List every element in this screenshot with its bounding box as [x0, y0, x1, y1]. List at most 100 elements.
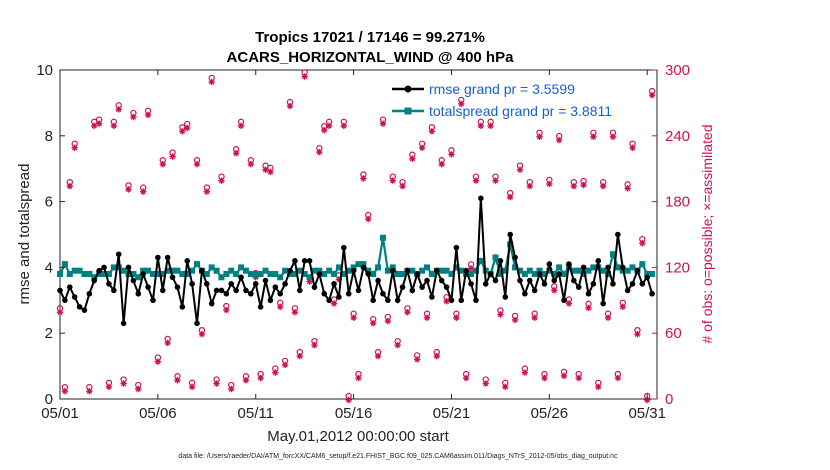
obs-assimilated-stroke	[57, 309, 63, 315]
obs-assimilated-marker	[506, 193, 514, 201]
rmse-point	[120, 320, 127, 327]
y-left-tick-label: 0	[45, 391, 53, 408]
totalspread-point	[286, 270, 293, 277]
obs-assimilated-marker	[624, 185, 631, 192]
obs-assimilated-stroke	[561, 373, 567, 379]
totalspread-point	[76, 267, 83, 274]
totalspread-point	[272, 270, 279, 277]
y-left-tick-label: 2	[45, 325, 53, 342]
rmse-point	[546, 261, 553, 267]
rmse-point	[350, 267, 357, 274]
totalspread-point	[424, 264, 431, 271]
rmse-point	[649, 290, 655, 297]
chart-title-line-1: Tropics 17021 / 17146 = 99.271%	[255, 29, 485, 46]
obs-assimilated-stroke	[585, 305, 592, 311]
obs-assimilated-stroke	[531, 315, 538, 321]
obs-assimilated-stroke	[67, 183, 73, 189]
rmse-point	[199, 267, 205, 274]
totalspread-point	[644, 270, 651, 277]
rmse-point	[360, 264, 367, 271]
rmse-point	[336, 294, 342, 300]
obs-assimilated-marker	[301, 73, 308, 80]
rmse-point	[487, 271, 494, 277]
obs-assimilated-marker	[648, 91, 656, 99]
rmse-point	[292, 258, 298, 264]
rmse-point	[277, 290, 284, 297]
obs-assimilated-marker	[193, 161, 201, 168]
rmse-point	[443, 284, 450, 290]
rmse-point	[610, 281, 616, 287]
rmse-point	[389, 267, 396, 274]
obs-assimilated-stroke	[615, 375, 621, 381]
obs-assimilated-marker	[360, 175, 367, 182]
rmse-point	[179, 304, 186, 310]
obs-assimilated-stroke	[331, 300, 337, 307]
totalspread-point	[223, 270, 230, 277]
totalspread-point	[570, 267, 577, 274]
rmse-point	[81, 307, 88, 313]
legend-rmse-marker	[404, 85, 412, 93]
rmse-point	[536, 271, 543, 277]
obs-assimilated-marker	[536, 133, 543, 140]
y-right-tick-label: 120	[665, 259, 690, 276]
obs-assimilated-stroke	[179, 128, 186, 135]
obs-assimilated-stroke	[566, 300, 572, 307]
totalspread-point	[639, 261, 646, 268]
rmse-point	[419, 284, 425, 290]
totalspread-point	[267, 270, 274, 277]
rmse-point	[331, 281, 337, 287]
obs-assimilated-marker	[546, 180, 553, 188]
obs-assimilated-marker	[438, 161, 445, 168]
obs-assimilated-marker	[345, 396, 352, 404]
totalspread-point	[375, 264, 382, 271]
obs-assimilated-stroke	[517, 167, 523, 173]
rmse-point	[223, 290, 230, 297]
obs-assimilated-marker	[203, 188, 211, 195]
rmse-point	[130, 277, 137, 284]
obs-assimilated-marker	[565, 300, 573, 307]
rmse-point	[243, 287, 249, 294]
obs-assimilated-marker	[551, 287, 558, 294]
obs-assimilated-stroke	[213, 380, 220, 387]
totalspread-point	[629, 264, 636, 271]
totalspread-point	[311, 267, 318, 274]
obs-assimilated-stroke	[91, 123, 97, 129]
totalspread-point	[384, 267, 391, 274]
rmse-point	[482, 281, 489, 287]
obs-assimilated-marker	[228, 385, 235, 393]
totalspread-point	[282, 267, 289, 274]
totalspread-point	[585, 267, 592, 274]
obs-assimilated-stroke	[375, 353, 381, 359]
obs-assimilated-marker	[355, 374, 362, 382]
obs-assimilated-stroke	[160, 161, 166, 167]
totalspread-point	[428, 270, 435, 277]
totalspread-point	[624, 267, 631, 274]
obs-assimilated-marker	[428, 128, 436, 135]
rmse-point	[169, 274, 176, 281]
obs-assimilated-stroke	[571, 183, 577, 189]
totalspread-point	[203, 270, 210, 277]
obs-assimilated-stroke	[438, 161, 445, 167]
rmse-point	[541, 281, 548, 287]
totalspread-point	[135, 274, 142, 281]
obs-assimilated-stroke	[140, 188, 146, 195]
obs-assimilated-stroke	[228, 386, 234, 392]
rmse-point	[306, 258, 313, 264]
totalspread-point	[521, 270, 528, 277]
rmse-point	[66, 284, 73, 290]
totalspread-point	[340, 270, 347, 277]
totalspread-point	[316, 267, 323, 274]
obs-assimilated-marker	[453, 314, 460, 321]
rmse-point	[414, 271, 421, 277]
totalspread-point	[228, 267, 235, 274]
axis-ticks	[59, 69, 657, 400]
rmse-point	[492, 277, 499, 284]
obs-assimilated-stroke	[360, 175, 367, 182]
obs-assimilated-stroke	[238, 123, 244, 129]
rmse-line	[59, 198, 654, 324]
obs-assimilated-marker	[120, 380, 127, 387]
obs-assimilated-marker	[423, 314, 431, 321]
y-right-tick-label: 240	[665, 128, 690, 145]
totalspread-point	[335, 264, 342, 271]
obs-assimilated-stroke	[184, 125, 190, 131]
